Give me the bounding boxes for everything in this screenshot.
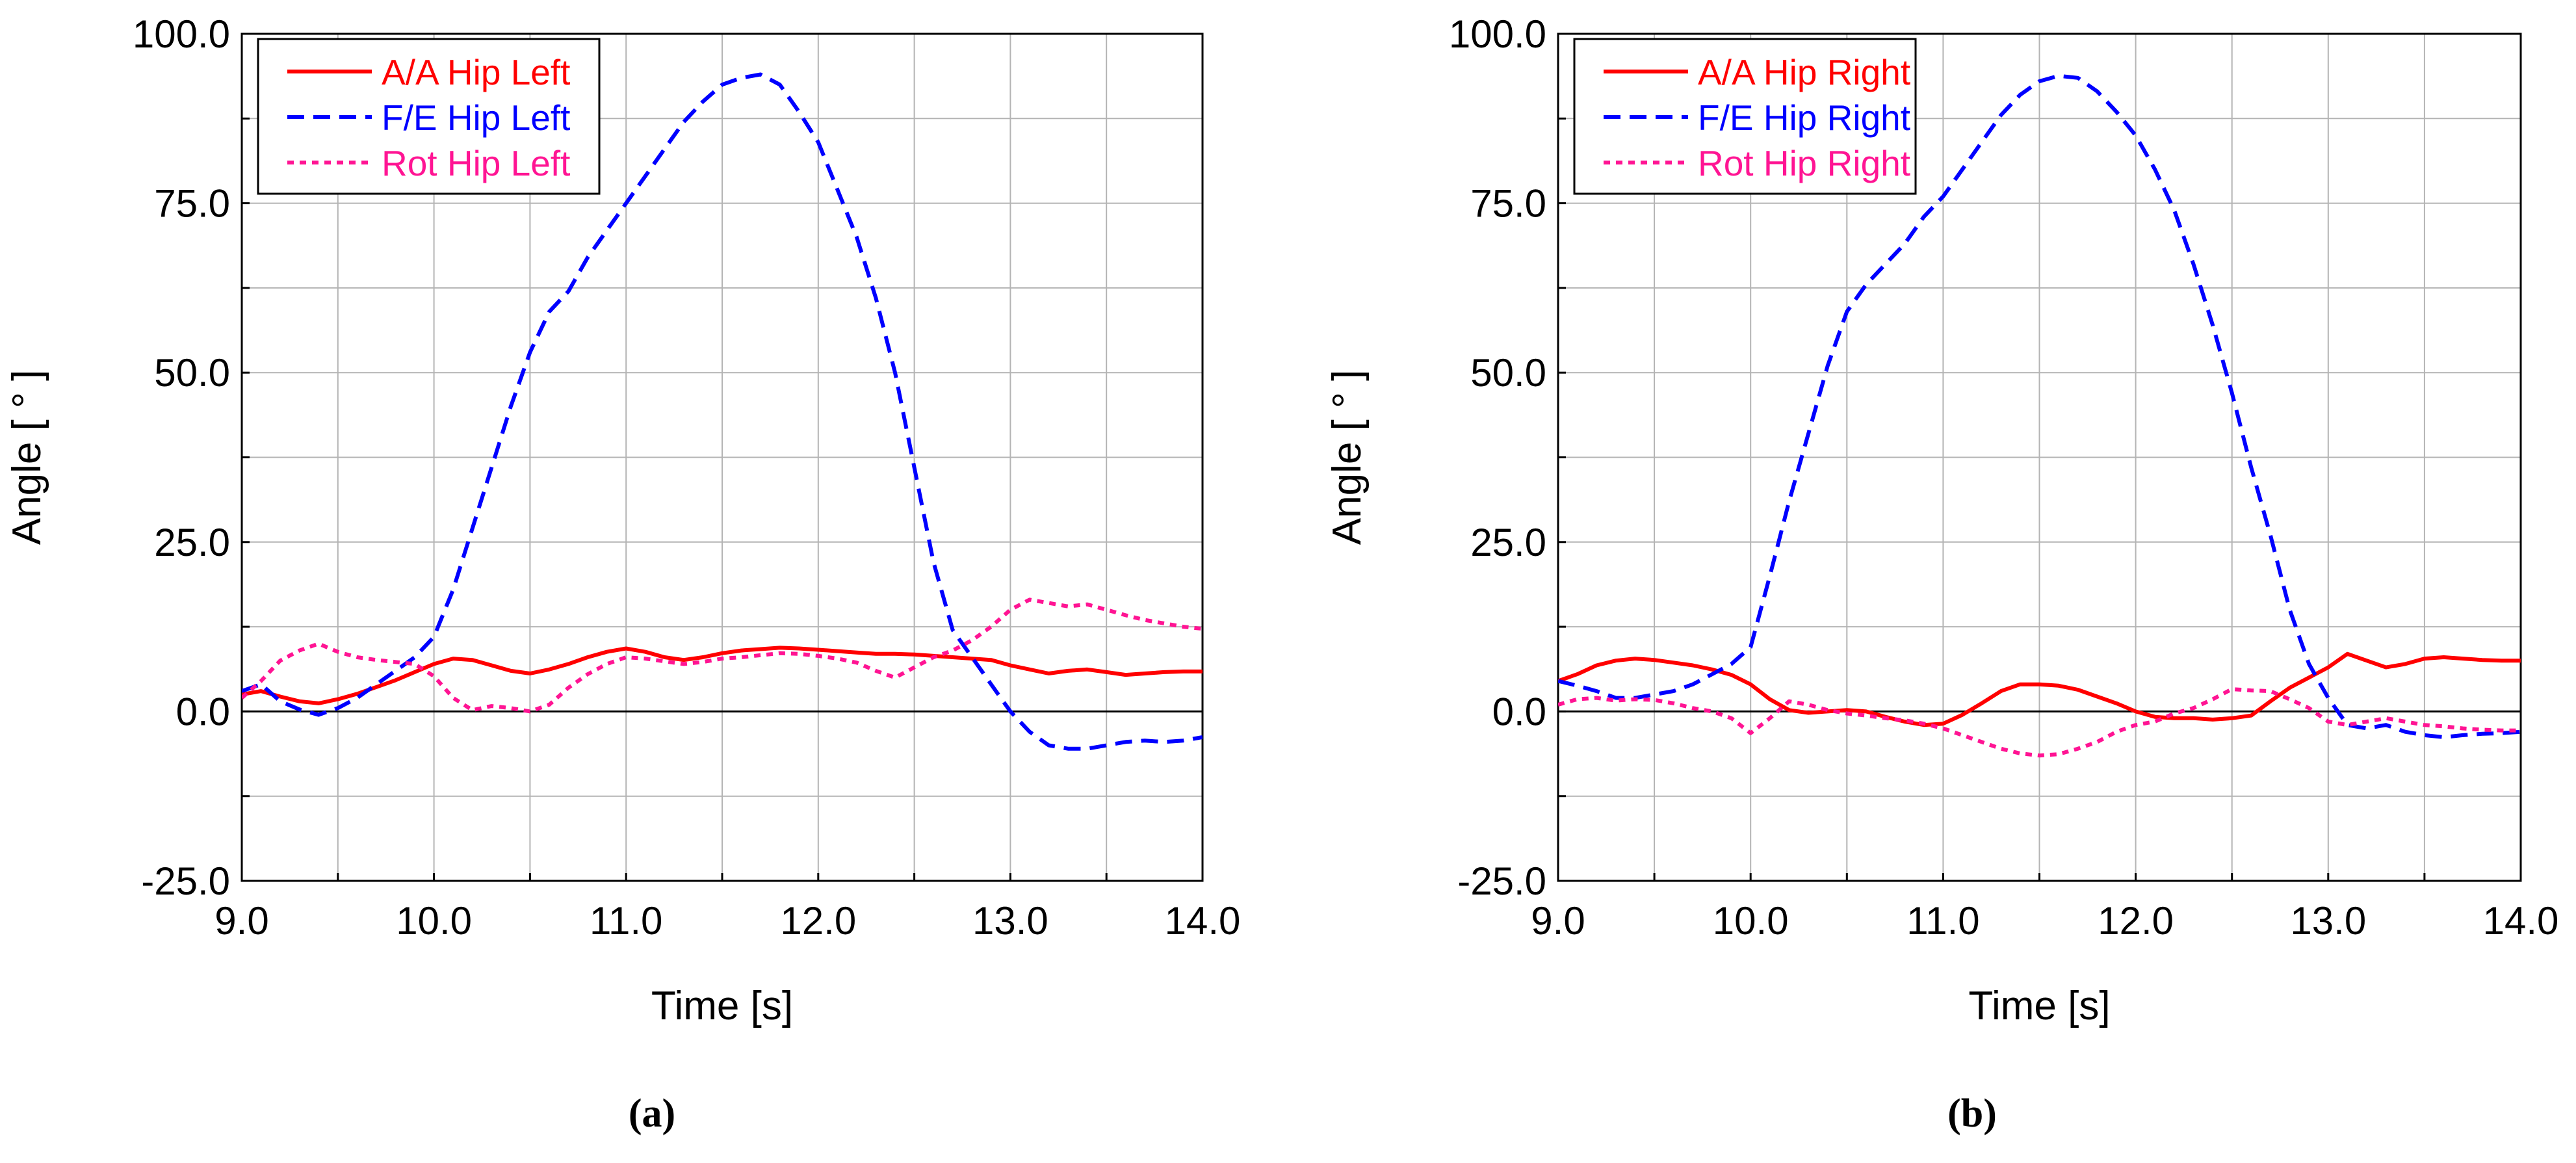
x-tick-label: 12.0 [2098, 899, 2174, 943]
x-tick-label: 9.0 [215, 899, 268, 943]
series-line-rot-hip-left [242, 597, 1203, 714]
x-tick-label: 10.0 [1713, 899, 1789, 943]
x-tick-label: 10.0 [396, 899, 472, 943]
caption-b-text: (b) [1947, 1091, 1997, 1136]
x-axis-label: Time [s] [651, 984, 793, 1028]
x-tick-label: 14.0 [2483, 899, 2559, 943]
y-tick-label: 0.0 [176, 690, 230, 733]
y-tick-label: 25.0 [154, 521, 230, 564]
series-group [242, 72, 1203, 751]
x-axis-label: Time [s] [1968, 984, 2110, 1028]
y-tick-label: 0.0 [1492, 690, 1546, 733]
x-tick-label: 9.0 [1531, 899, 1585, 943]
y-tick-label: 100.0 [1449, 12, 1546, 56]
x-tick-label: 13.0 [972, 899, 1048, 943]
caption-a: (a) [629, 1091, 675, 1137]
series-group [1558, 73, 2521, 758]
y-tick-label: 75.0 [154, 182, 230, 226]
y-axis-label: Angle [ ° ] [5, 370, 49, 545]
legend-label-a-a-hip-left: A/A Hip Left [382, 52, 570, 92]
caption-a-text: (a) [628, 1091, 676, 1136]
legend-label-rot-hip-right: Rot Hip Right [1698, 143, 1910, 183]
x-tick-label: 12.0 [780, 899, 856, 943]
y-axis-label: Angle [ ° ] [1325, 370, 1370, 545]
y-tick-label: 50.0 [154, 351, 230, 395]
y-tick-label: 75.0 [1470, 182, 1546, 226]
y-tick-label: -25.0 [1457, 859, 1546, 903]
y-tick-label: 25.0 [1470, 521, 1546, 564]
legend: A/A Hip Left F/E Hip Left Rot Hip Left [257, 38, 601, 195]
chart-panel-b: -25.0 0.0 25.0 50.0 75.0 100.0 9.0 10.0 11.0 12.0… [1325, 12, 2558, 1028]
series-line-f-e-hip-right [1558, 73, 2521, 739]
series-line-a-a-hip-left [242, 646, 1203, 705]
series-line-f-e-hip-left [242, 72, 1203, 751]
y-tick-label: 100.0 [133, 12, 230, 56]
legend-label-f-e-hip-left: F/E Hip Left [382, 98, 570, 138]
y-tick-label: 50.0 [1470, 351, 1546, 395]
caption-b: (b) [1947, 1091, 1997, 1137]
x-tick-label: 13.0 [2290, 899, 2366, 943]
legend: A/A Hip Right F/E Hip Right Rot Hip Right [1573, 38, 1917, 195]
y-tick-label: -25.0 [141, 859, 230, 903]
legend-label-f-e-hip-right: F/E Hip Right [1698, 98, 1910, 138]
legend-label-a-a-hip-right: A/A Hip Right [1698, 52, 1910, 92]
x-tick-label: 11.0 [590, 899, 662, 943]
x-tick-label: 11.0 [1906, 899, 1979, 943]
x-tick-label: 14.0 [1165, 899, 1241, 943]
chart-panel-a: -25.0 0.0 25.0 50.0 75.0 100.0 9.0 10.0 11.0 12.0… [5, 12, 1240, 1028]
series-line-rot-hip-right [1558, 687, 2521, 758]
legend-label-rot-hip-left: Rot Hip Left [382, 143, 570, 183]
